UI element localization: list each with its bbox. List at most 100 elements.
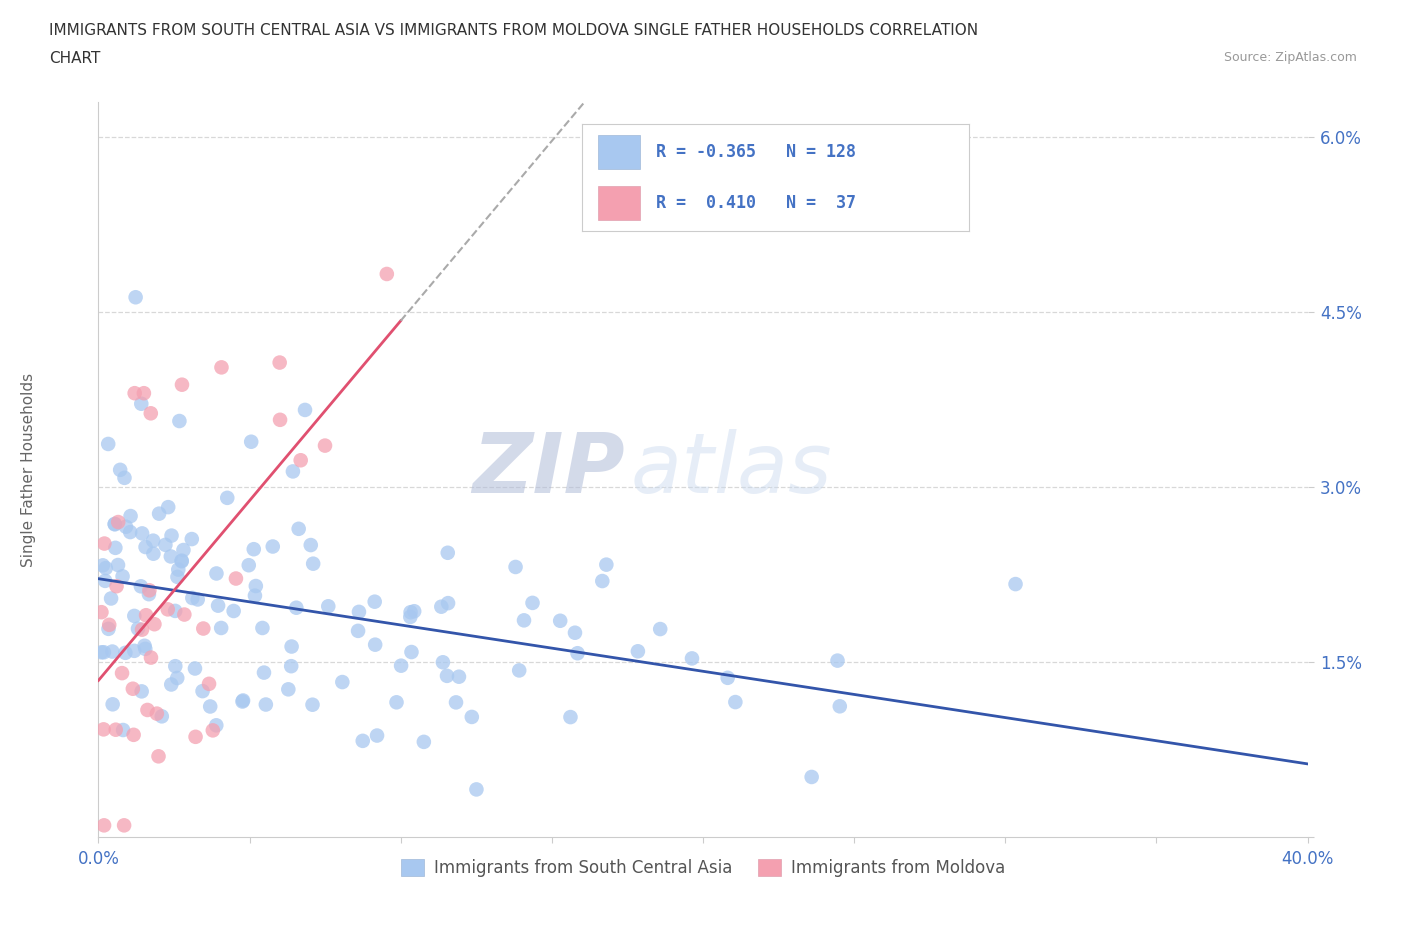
Immigrants from Moldova [98,618,121,632]
Immigrants from South Central Asia [724,695,747,710]
Immigrants from South Central Asia [352,734,374,749]
Immigrants from Moldova [93,817,115,832]
Immigrants from South Central Asia [285,600,308,615]
Immigrants from South Central Asia [231,694,253,709]
Immigrants from South Central Asia [165,658,187,673]
Immigrants from Moldova [146,706,169,721]
Immigrants from South Central Asia [522,595,544,610]
Immigrants from South Central Asia [252,620,274,635]
Immigrants from South Central Asia [217,490,239,505]
Immigrants from South Central Asia [101,697,124,711]
Immigrants from Moldova [184,729,207,744]
Immigrants from South Central Asia [184,661,207,676]
Immigrants from South Central Asia [222,604,245,618]
Immigrants from South Central Asia [591,574,613,589]
Immigrants from Moldova [112,817,135,832]
Immigrants from South Central Asia [254,698,277,712]
Immigrants from Moldova [156,602,179,617]
Immigrants from Moldova [170,378,193,392]
Immigrants from South Central Asia [513,613,536,628]
Immigrants from South Central Asia [101,644,124,659]
Immigrants from South Central Asia [114,645,136,660]
Immigrants from South Central Asia [112,723,135,737]
Immigrants from South Central Asia [385,695,408,710]
Immigrants from South Central Asia [245,578,267,593]
Immigrants from Moldova [132,386,155,401]
Immigrants from South Central Asia [205,566,228,581]
Immigrants from South Central Asia [243,588,266,603]
Text: atlas: atlas [630,429,832,511]
Immigrants from South Central Asia [148,506,170,521]
Immigrants from South Central Asia [187,592,209,607]
Immigrants from South Central Asia [681,651,703,666]
Immigrants from South Central Asia [447,670,470,684]
Text: Source: ZipAtlas.com: Source: ZipAtlas.com [1223,51,1357,64]
Immigrants from South Central Asia [294,403,316,418]
Immigrants from Moldova [107,514,129,529]
Immigrants from South Central Asia [131,684,153,698]
Immigrants from South Central Asia [165,604,187,618]
Immigrants from South Central Asia [404,604,426,618]
Immigrants from South Central Asia [280,658,302,673]
Immigrants from South Central Asia [347,623,370,638]
Immigrants from South Central Asia [238,558,260,573]
Immigrants from Moldova [198,676,221,691]
Immigrants from South Central Asia [209,620,232,635]
Immigrants from South Central Asia [436,545,458,560]
Immigrants from South Central Asia [627,644,650,658]
Immigrants from South Central Asia [166,569,188,584]
Immigrants from South Central Asia [364,594,387,609]
Immigrants from South Central Asia [181,591,204,605]
Immigrants from South Central Asia [205,718,228,733]
Immigrants from South Central Asia [135,539,157,554]
Immigrants from Moldova [104,723,127,737]
Immigrants from South Central Asia [717,671,740,685]
Y-axis label: Single Father Households: Single Father Households [21,373,37,566]
Legend: Immigrants from South Central Asia, Immigrants from Moldova: Immigrants from South Central Asia, Immi… [394,852,1012,883]
Immigrants from South Central Asia [104,540,127,555]
Immigrants from Moldova [93,722,115,737]
Immigrants from South Central Asia [150,709,173,724]
Immigrants from Moldova [314,438,336,453]
Immigrants from South Central Asia [94,561,117,576]
Immigrants from Moldova [122,727,145,742]
Immigrants from South Central Asia [131,526,153,541]
Immigrants from South Central Asia [108,462,131,477]
Immigrants from South Central Asia [170,553,193,568]
Immigrants from South Central Asia [277,682,299,697]
Immigrants from South Central Asia [430,599,453,614]
Immigrants from South Central Asia [366,728,388,743]
Immigrants from Moldova [375,267,398,282]
Immigrants from South Central Asia [437,596,460,611]
Immigrants from South Central Asia [508,663,530,678]
Immigrants from South Central Asia [134,638,156,653]
Immigrants from South Central Asia [114,471,136,485]
Immigrants from South Central Asia [100,591,122,606]
Immigrants from South Central Asia [172,542,194,557]
Text: CHART: CHART [49,51,101,66]
Immigrants from South Central Asia [97,621,120,636]
Immigrants from South Central Asia [91,558,114,573]
Immigrants from Moldova [173,607,195,622]
Immigrants from South Central Asia [93,644,115,659]
Text: IMMIGRANTS FROM SOUTH CENTRAL ASIA VS IMMIGRANTS FROM MOLDOVA SINGLE FATHER HOUS: IMMIGRANTS FROM SOUTH CENTRAL ASIA VS IM… [49,23,979,38]
Immigrants from South Central Asia [560,710,582,724]
Immigrants from Moldova [225,571,247,586]
Immigrants from South Central Asia [567,645,589,660]
Immigrants from South Central Asia [242,542,264,557]
Immigrants from South Central Asia [299,538,322,552]
Immigrants from Moldova [138,583,160,598]
Immigrants from South Central Asia [461,710,484,724]
Immigrants from South Central Asia [160,528,183,543]
Immigrants from South Central Asia [124,644,146,658]
Immigrants from Moldova [111,666,134,681]
Text: ZIP: ZIP [472,429,624,511]
Immigrants from South Central Asia [157,499,180,514]
Immigrants from South Central Asia [167,562,190,577]
Immigrants from South Central Asia [412,735,434,750]
Immigrants from South Central Asia [124,608,146,623]
Immigrants from South Central Asia [155,538,177,552]
Immigrants from South Central Asia [138,587,160,602]
Immigrants from South Central Asia [127,621,149,636]
Immigrants from South Central Asia [548,613,571,628]
